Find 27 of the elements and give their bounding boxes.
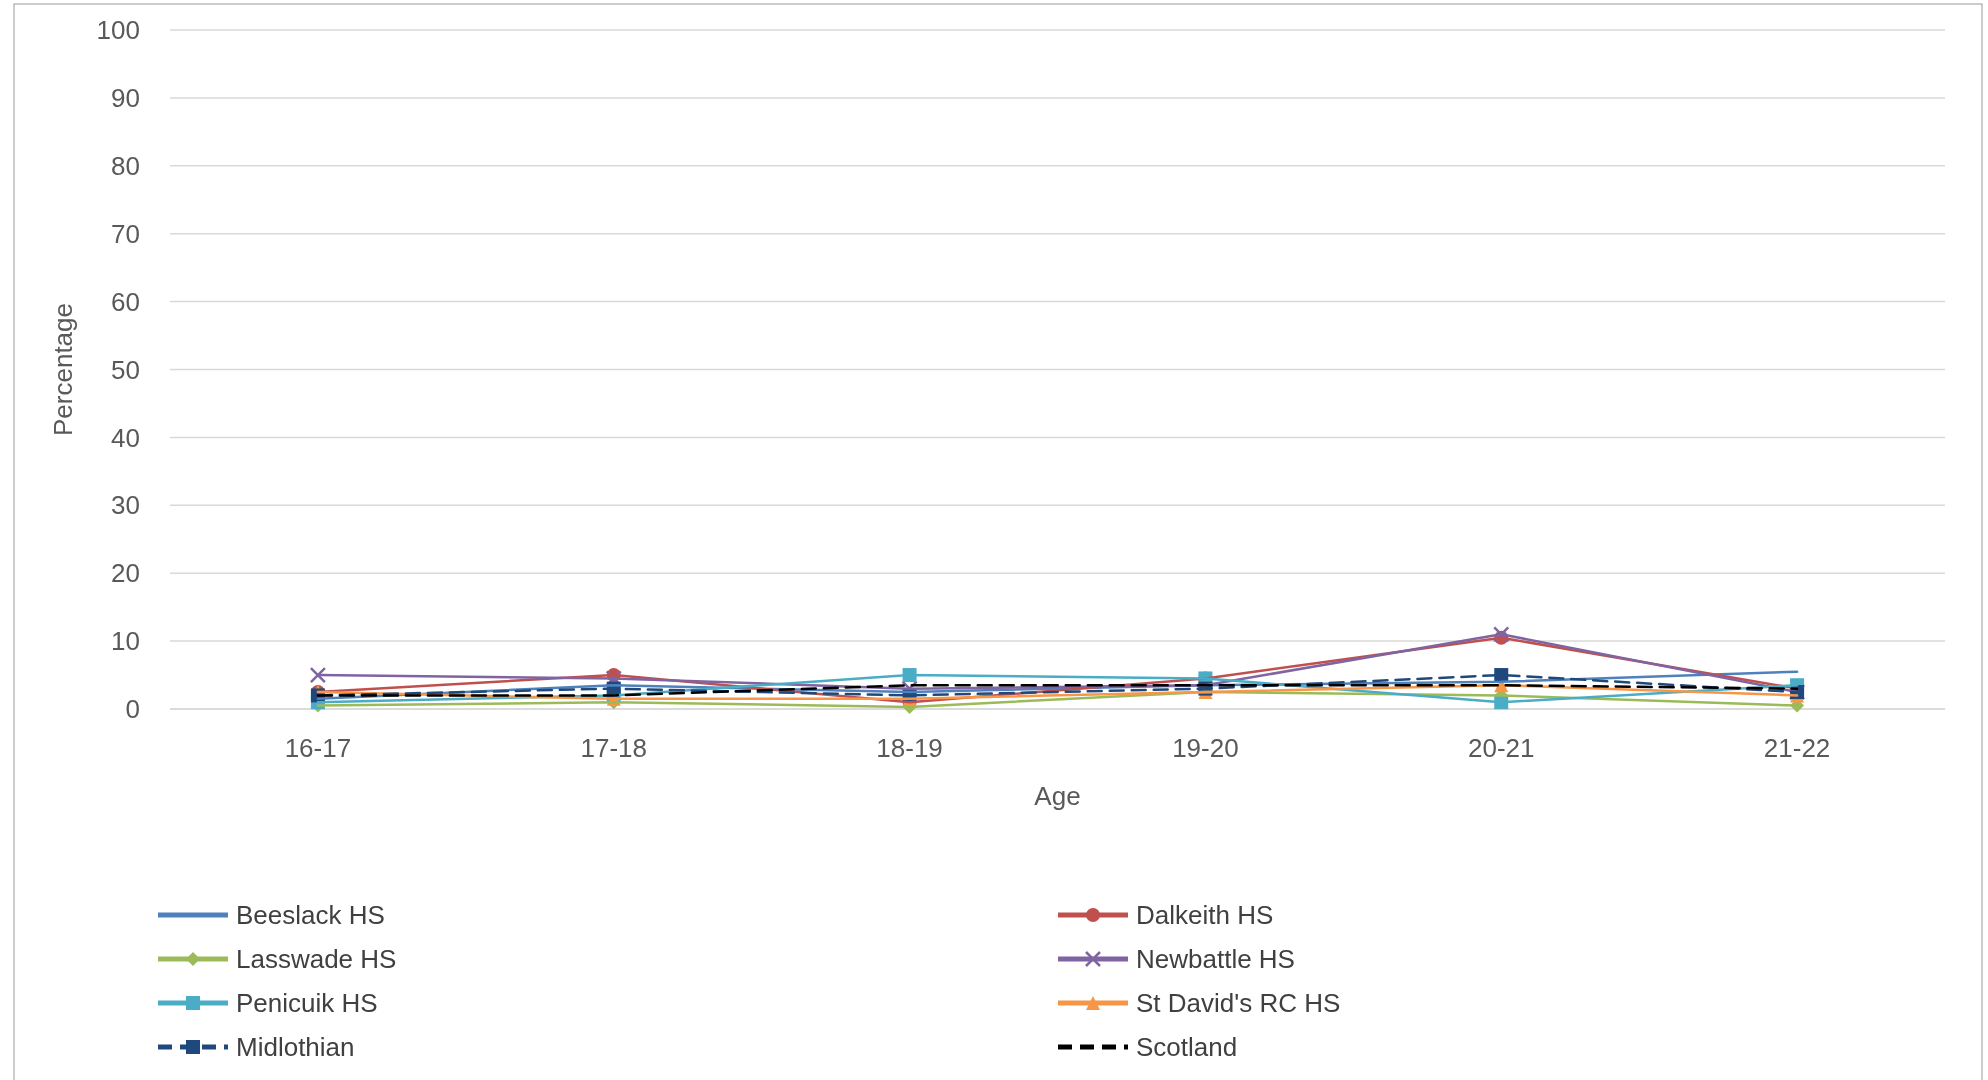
- x-tick-label: 20-21: [1468, 733, 1535, 763]
- legend-label: Lasswade HS: [236, 944, 397, 975]
- x-tick-label: 21-22: [1763, 733, 1831, 763]
- y-tick-label: 40: [111, 422, 140, 453]
- legend-label: St David's RC HS: [1136, 988, 1341, 1019]
- y-tick-label: 10: [111, 626, 140, 657]
- y-tick-label: 100: [96, 15, 140, 46]
- y-tick-label: 60: [111, 286, 140, 317]
- x-axis-title: Age: [1034, 781, 1081, 811]
- legend-label: Scotland: [1136, 1032, 1238, 1063]
- y-tick-label: 80: [111, 150, 140, 181]
- y-tick-label: 20: [111, 558, 140, 589]
- x-tick-label: 19-20: [1172, 733, 1239, 763]
- y-tick-label: 30: [111, 490, 140, 521]
- legend-label: Newbattle HS: [1136, 944, 1295, 975]
- y-tick-label: 90: [111, 83, 140, 113]
- legend-label: Penicuik HS: [236, 988, 378, 1019]
- legend-label: Dalkeith HS: [1136, 900, 1274, 931]
- y-tick-label: 50: [111, 354, 140, 385]
- y-axis-title: Percentage: [48, 303, 78, 436]
- x-tick-label: 16-17: [284, 733, 352, 763]
- x-tick-label: 18-19: [876, 733, 943, 763]
- y-tick-label: 0: [125, 694, 140, 725]
- x-tick-label: 17-18: [580, 733, 647, 763]
- y-tick-label: 70: [111, 218, 140, 249]
- legend-label: Beeslack HS: [236, 900, 385, 931]
- legend-label: Midlothian: [236, 1032, 355, 1063]
